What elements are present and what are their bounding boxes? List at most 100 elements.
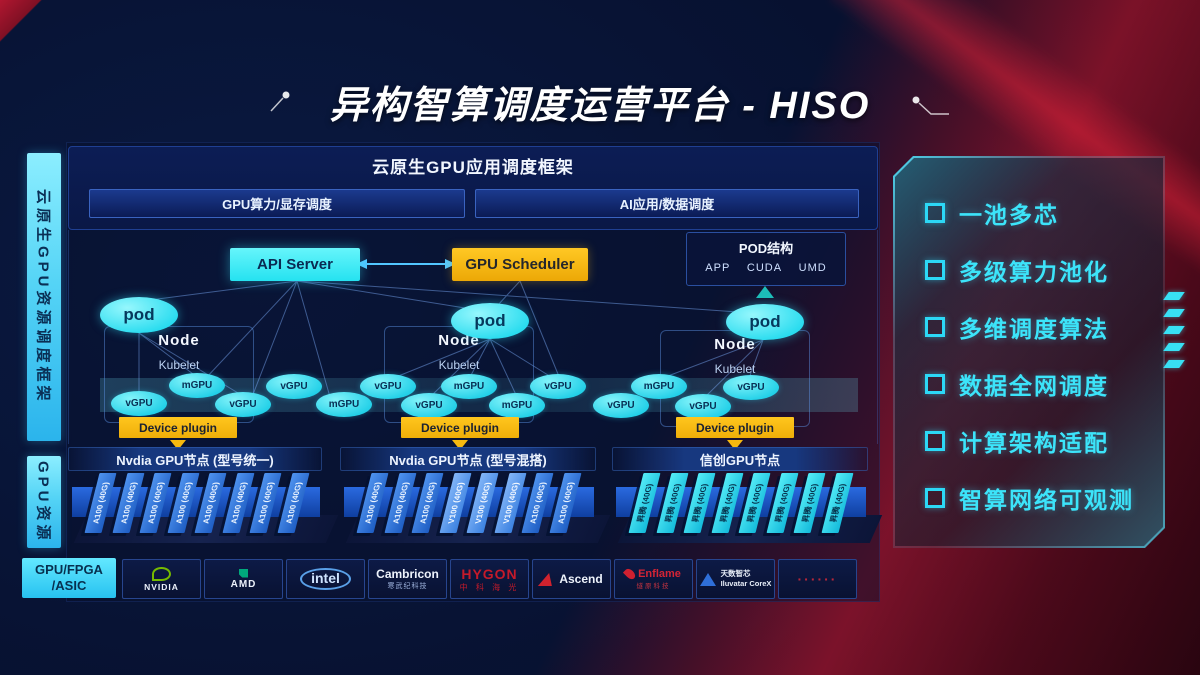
gpu-ellipse: vGPU: [593, 393, 649, 418]
corner-red-decoration: [0, 0, 44, 44]
pod-structure-title: POD结构: [738, 241, 794, 256]
feature-label: 数据全网调度: [959, 372, 1109, 399]
intel-logo-icon: intel: [300, 568, 351, 590]
vendor-more: ······: [778, 559, 857, 599]
iluvatar-logo-icon: [699, 572, 716, 586]
gpu-fpga-asic-label: GPU/FPGA /ASIC: [22, 558, 116, 598]
stripe-decoration: [1163, 326, 1185, 334]
feature-label: 计算架构适配: [959, 429, 1109, 456]
scheduling-region-frame: [68, 230, 878, 444]
gpu-ellipse: vGPU: [266, 374, 322, 399]
gpu-ellipse: vGPU: [530, 374, 586, 399]
gpu-ellipse: vGPU: [675, 394, 731, 419]
vendor-ascend: Ascend: [532, 559, 611, 599]
pod-bubble: pod: [100, 297, 178, 333]
pod-structure-box: POD结构 APP CUDA UMD: [686, 232, 846, 286]
gpu-section-header-1: Nvdia GPU节点 (型号统一): [68, 447, 322, 471]
bullet-square-icon: [925, 374, 945, 394]
bullet-square-icon: [925, 431, 945, 451]
stripe-decoration: [1163, 343, 1185, 351]
bar-gpu-compute-scheduling: GPU算力/显存调度: [89, 189, 465, 218]
gpu-ellipse: vGPU: [215, 392, 271, 417]
page-title: 异构智算调度运营平台 - HISO: [329, 85, 871, 127]
feature-item: 智算网络可观测: [925, 481, 1163, 515]
vendor-name: Ascend: [559, 572, 603, 586]
pod-item-umd: UMD: [798, 262, 827, 274]
feature-item: 多级算力池化: [925, 253, 1163, 287]
gpu-ellipse: mGPU: [169, 373, 225, 398]
vendor-nvidia: NVIDIA: [122, 559, 201, 599]
device-plugin-box: Device plugin: [676, 417, 794, 438]
vendor-hygon: HYGON 中 科 海 光: [450, 559, 529, 599]
rail-framework-label: 云原生GPU资源调度框架: [27, 153, 61, 441]
feature-label: 多维调度算法: [959, 315, 1109, 342]
gpu-ellipse: mGPU: [441, 374, 497, 399]
node-label: Node: [158, 332, 200, 349]
amd-logo-icon: [239, 568, 248, 578]
vendor-name: NVIDIA: [144, 581, 179, 592]
vendor-sub: 燧原科技: [636, 583, 671, 590]
pod-item-cuda: CUDA: [746, 262, 783, 274]
vendor-name: 天数智芯: [720, 569, 751, 579]
enflame-logo-icon: [623, 566, 638, 582]
gpu-ellipse: vGPU: [111, 391, 167, 416]
feature-panel: 一池多芯 多级算力池化 多维调度算法 数据全网调度 计算架构适配 智算网络可观测: [893, 156, 1165, 548]
feature-item: 计算架构适配: [925, 424, 1163, 458]
vendor-intel: intel: [286, 559, 365, 599]
vendor-name: AMD: [230, 578, 257, 590]
vendor-sub: Iluvatar CoreX: [720, 579, 772, 588]
vendor-sub: 中 科 海 光: [459, 582, 520, 592]
ellipsis-dots: ······: [797, 571, 838, 587]
pod-bubble: pod: [726, 304, 804, 340]
device-plugin-box: Device plugin: [401, 417, 519, 438]
kubelet-label: Kubelet: [438, 358, 480, 372]
pod-bubble: pod: [451, 303, 529, 339]
gpu-fpga-line1: GPU/FPGA: [35, 561, 103, 577]
gpu-ellipse: vGPU: [360, 374, 416, 399]
bullet-square-icon: [925, 317, 945, 337]
bullet-square-icon: [925, 203, 945, 223]
gpu-fpga-line2: /ASIC: [51, 578, 87, 593]
vendor-name: Cambricon: [376, 567, 439, 581]
bullet-square-icon: [925, 488, 945, 508]
api-server-box: API Server: [230, 248, 360, 281]
card-band: [344, 487, 594, 517]
card-band: [72, 487, 320, 517]
bar-ai-data-scheduling: AI应用/数据调度: [475, 189, 859, 218]
gpu-ellipse: mGPU: [316, 392, 372, 417]
kubelet-label: Kubelet: [714, 362, 756, 376]
nvidia-logo-icon: [152, 566, 171, 581]
pod-item-app: APP: [705, 262, 731, 274]
bullet-square-icon: [925, 260, 945, 280]
vendor-amd: AMD: [204, 559, 283, 599]
stripe-decoration: [1163, 309, 1185, 317]
node-label: Node: [714, 336, 756, 353]
vendor-name: HYGON: [461, 565, 518, 582]
ascend-logo-icon: [538, 572, 557, 586]
vendor-name: Enflame: [638, 568, 681, 580]
feature-item: 数据全网调度: [925, 367, 1163, 401]
stripe-decoration: [1163, 292, 1185, 300]
vendor-cambricon: Cambricon 寒武纪科技: [368, 559, 447, 599]
gpu-ellipse: vGPU: [401, 393, 457, 418]
kubelet-label: Kubelet: [158, 358, 200, 372]
gpu-scheduler-box: GPU Scheduler: [452, 248, 588, 281]
gpu-section-header-3: 信创GPU节点: [612, 447, 868, 471]
rail-gpu-resource-label: GPU资源: [27, 456, 61, 548]
gpu-ellipse: mGPU: [631, 374, 687, 399]
vendor-sub: 寒武纪科技: [387, 583, 428, 590]
app-scheduling-frame: 云原生GPU应用调度框架 GPU算力/显存调度 AI应用/数据调度: [68, 146, 878, 230]
feature-item: 一池多芯: [925, 196, 1163, 230]
app-frame-title: 云原生GPU应用调度框架: [372, 158, 574, 177]
feature-label: 多级算力池化: [959, 258, 1109, 285]
vendor-enflame: Enflame 燧原科技: [614, 559, 693, 599]
gpu-section-header-2: Nvdia GPU节点 (型号混搭): [340, 447, 596, 471]
card-band: [616, 487, 866, 517]
feature-label: 智算网络可观测: [959, 486, 1134, 513]
stripe-decoration: [1163, 360, 1185, 368]
feature-label: 一池多芯: [959, 201, 1059, 228]
gpu-ellipse: mGPU: [489, 393, 545, 418]
feature-item: 多维调度算法: [925, 310, 1163, 344]
device-plugin-box: Device plugin: [119, 417, 237, 438]
